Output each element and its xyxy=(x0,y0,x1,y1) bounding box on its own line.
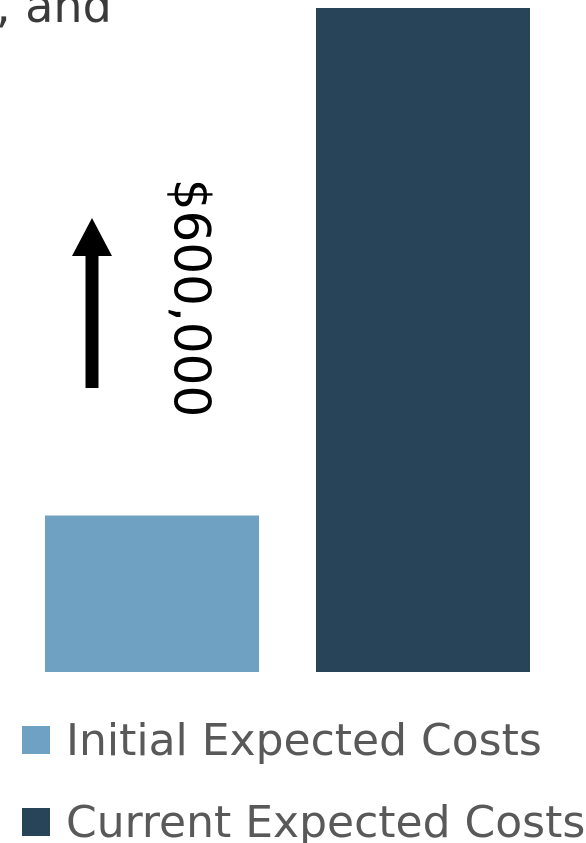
legend-swatch-current xyxy=(22,808,50,836)
increase-annotation: $600,000 xyxy=(72,179,221,418)
bar-initial-expected-costs xyxy=(45,515,259,672)
legend-label-current: Current Expected Costs xyxy=(66,797,585,843)
increase-amount-label: $600,000 xyxy=(163,179,221,418)
up-arrow-icon xyxy=(72,218,112,256)
bar-current-expected-costs xyxy=(316,8,530,672)
legend-label-initial: Initial Expected Costs xyxy=(66,715,542,766)
legend-swatch-initial xyxy=(22,726,50,754)
chart-title-fragment: , and xyxy=(0,0,112,33)
bars-group xyxy=(45,8,530,672)
legend: Initial Expected Costs Current Expected C… xyxy=(22,715,585,843)
